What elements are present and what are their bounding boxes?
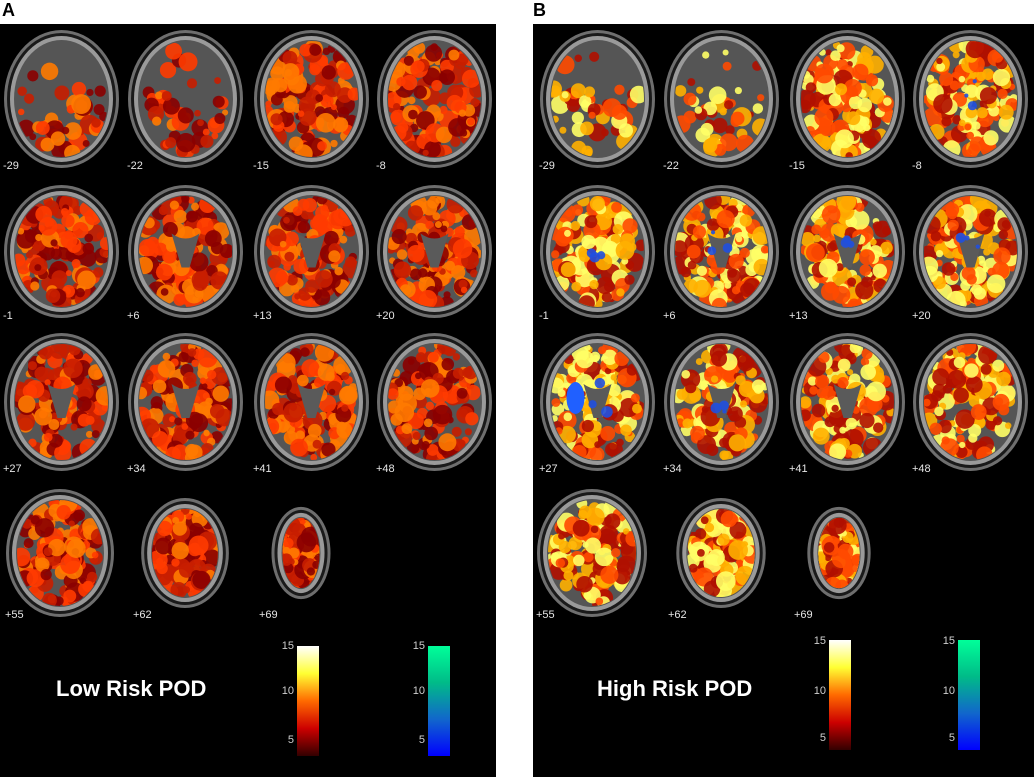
- brain-slice: [537, 489, 647, 617]
- cold-colorbar: [428, 646, 450, 756]
- slice-label: -8: [376, 160, 386, 172]
- slice-label: +69: [259, 609, 278, 621]
- slice-label: +6: [663, 310, 676, 322]
- brain-slice: [913, 185, 1028, 318]
- brain-slice: [664, 185, 779, 318]
- hot-tick-5: 5: [287, 734, 294, 746]
- brain-slice: [540, 185, 655, 318]
- slice-label: -29: [539, 160, 555, 172]
- brain-slice: [913, 333, 1028, 471]
- brain-slice: [540, 30, 655, 168]
- brain-slice: [141, 497, 229, 609]
- slice-label: -22: [663, 160, 679, 172]
- brain-slice: [377, 185, 492, 318]
- brain-slice: [254, 30, 369, 168]
- slice-label: -8: [912, 160, 922, 172]
- cold-tick-10: 10: [412, 685, 425, 697]
- hot-tick-10: 10: [281, 685, 294, 697]
- slice-label: +6: [127, 310, 140, 322]
- slice-label: +62: [668, 609, 687, 621]
- slice-label: +55: [5, 609, 24, 621]
- panel-title: High Risk POD: [597, 676, 753, 701]
- slice-label: +20: [912, 310, 931, 322]
- brain-slice: [4, 30, 119, 168]
- cold-tick-15: 15: [942, 635, 955, 647]
- hot-tick-10: 10: [813, 685, 826, 697]
- brain-slice: [664, 30, 779, 168]
- cold-tick-15: 15: [412, 640, 425, 652]
- slice-label: -1: [3, 310, 13, 322]
- hot-tick-5: 5: [819, 732, 826, 744]
- slice-label: +34: [127, 463, 146, 475]
- panel-letter-b: B: [533, 0, 546, 20]
- cold-colorbar: [958, 640, 980, 750]
- slice-label: -1: [539, 310, 549, 322]
- brain-slice: [377, 30, 492, 168]
- slice-label: +41: [253, 463, 272, 475]
- brain-slice: [913, 30, 1028, 168]
- brain-slice: [540, 333, 655, 471]
- slice-label: +27: [3, 463, 22, 475]
- brain-slice: [807, 506, 871, 600]
- slice-label: +48: [912, 463, 931, 475]
- brain-slice: [4, 333, 119, 471]
- slice-label: +69: [794, 609, 813, 621]
- panel-title: Low Risk POD: [56, 676, 207, 701]
- brain-slice: [4, 185, 119, 318]
- brain-slice: [790, 333, 905, 471]
- slice-label: +20: [376, 310, 395, 322]
- brain-slice: [254, 333, 369, 471]
- slice-label: -29: [3, 160, 19, 172]
- slice-label: +13: [253, 310, 272, 322]
- brain-slice: [377, 333, 492, 471]
- cold-tick-5: 5: [418, 734, 425, 746]
- hot-tick-15: 15: [281, 640, 294, 652]
- slice-label: -15: [789, 160, 805, 172]
- brain-slice: [664, 333, 779, 471]
- slice-label: +34: [663, 463, 682, 475]
- cold-tick-5: 5: [948, 732, 955, 744]
- hot-colorbar: [297, 646, 319, 756]
- slice-label: +62: [133, 609, 152, 621]
- brain-slice: [128, 185, 243, 318]
- panel-low-risk: Low Risk POD 15 10 5 15 10 5 -29 -22 -15 -8…: [0, 24, 496, 777]
- slice-label: -15: [253, 160, 269, 172]
- cold-tick-10: 10: [942, 685, 955, 697]
- brain-slice: [790, 185, 905, 318]
- brain-slice: [790, 30, 905, 168]
- panel-letter-a: A: [2, 0, 15, 20]
- brain-slice: [271, 506, 331, 600]
- slice-label: +13: [789, 310, 808, 322]
- brain-slice: [128, 333, 243, 471]
- slice-label: +41: [789, 463, 808, 475]
- hot-tick-15: 15: [813, 635, 826, 647]
- brain-slice: [254, 185, 369, 318]
- brain-slice: [128, 30, 243, 168]
- brain-slice: [6, 489, 114, 617]
- hot-colorbar: [829, 640, 851, 750]
- slice-label: +55: [536, 609, 555, 621]
- slice-label: -22: [127, 160, 143, 172]
- slice-label: +27: [539, 463, 558, 475]
- slice-label: +48: [376, 463, 395, 475]
- panel-high-risk: High Risk POD 15 10 5 15 10 5 -29 -22 -15 -…: [533, 24, 1034, 777]
- brain-slice: [676, 497, 766, 609]
